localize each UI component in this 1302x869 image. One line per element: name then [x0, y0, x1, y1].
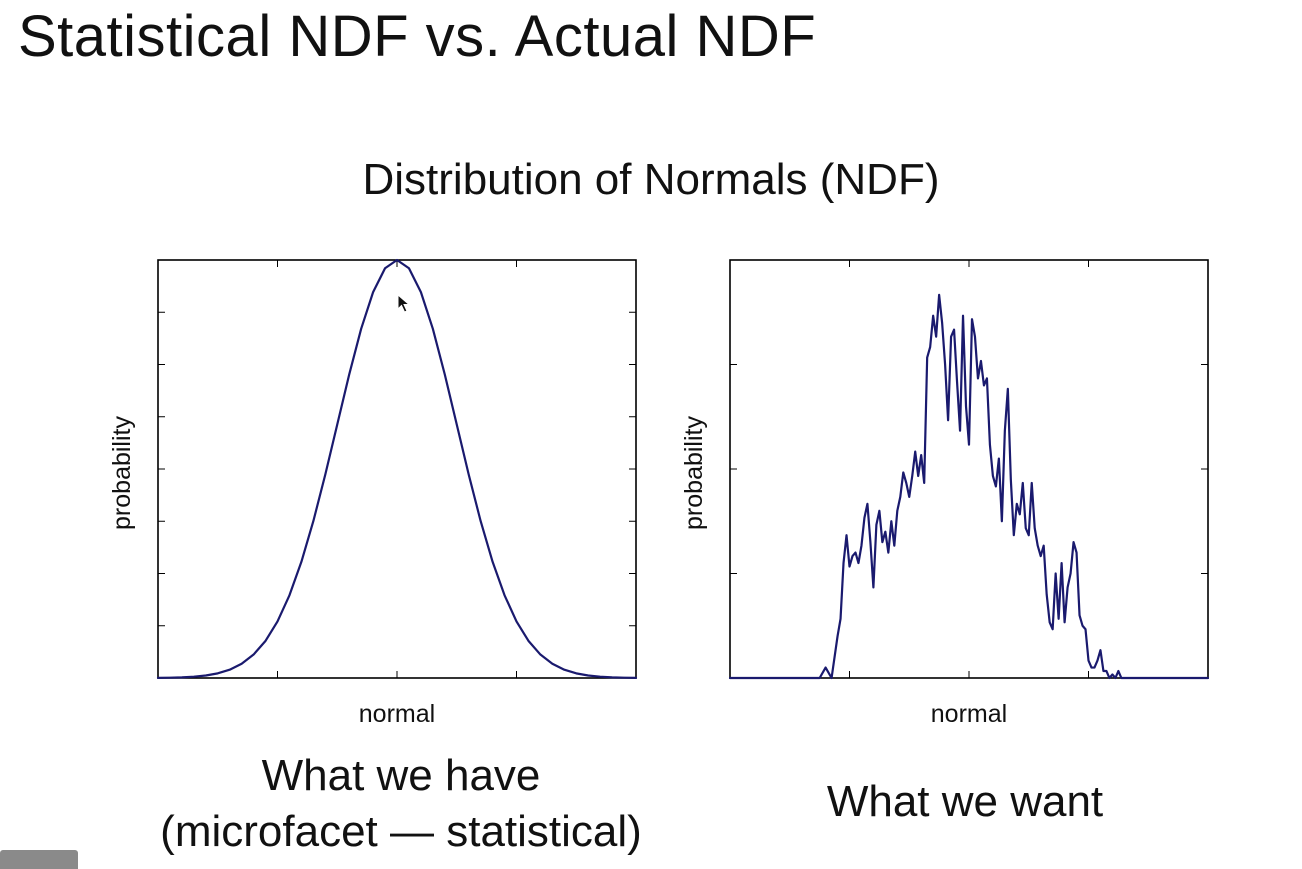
- caption-actual-line1: What we want: [826, 777, 1104, 826]
- slide-title: Statistical NDF vs. Actual NDF: [18, 4, 817, 69]
- caption-statistical-line2: (microfacet — statistical): [160, 807, 642, 856]
- actual-plot-frame: [729, 259, 1209, 679]
- actual-series-line-0: [728, 293, 1210, 680]
- figure-title: Distribution of Normals (NDF): [362, 155, 940, 204]
- statistical-x-axis-label: normal: [359, 700, 435, 728]
- caption-statistical-line1: What we have: [261, 751, 541, 800]
- actual-x-axis-label: normal: [931, 700, 1007, 728]
- chart-statistical-ndf: normal probability: [108, 258, 638, 728]
- caption-actual: What we want: [715, 774, 1215, 830]
- statistical-y-axis-label: probability: [108, 416, 136, 530]
- mouse-cursor-icon: [397, 294, 411, 313]
- actual-y-axis-label: probability: [680, 416, 708, 530]
- chart-actual-ndf: normal probability: [680, 259, 1210, 728]
- statistical-plot-frame: [157, 259, 637, 679]
- caption-statistical: What we have (microfacet — statistical): [0, 748, 802, 860]
- player-control-fragment[interactable]: [0, 850, 78, 869]
- statistical-series-line-0: [156, 258, 638, 679]
